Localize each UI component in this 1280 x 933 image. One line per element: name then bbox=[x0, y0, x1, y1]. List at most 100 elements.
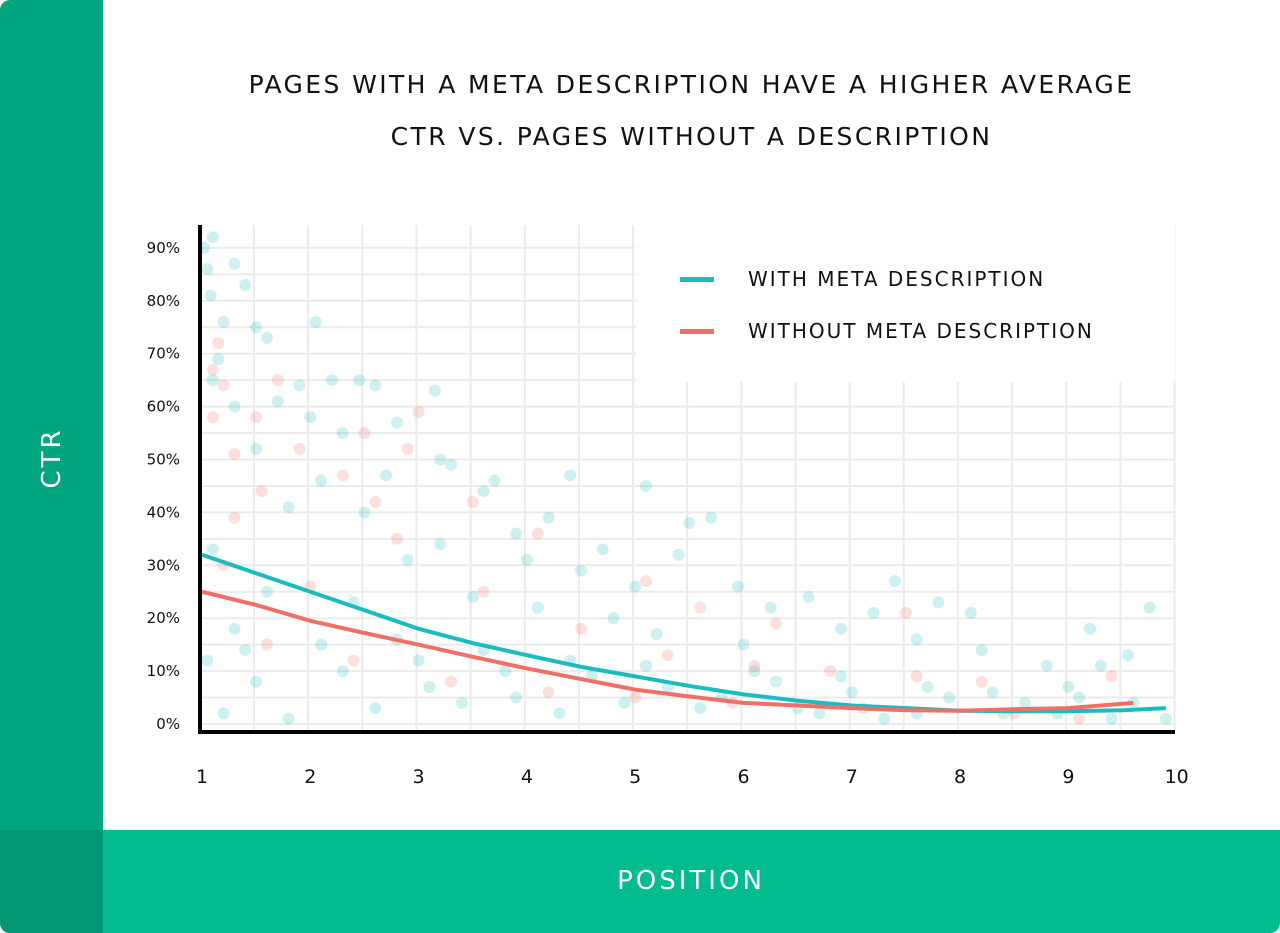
data-point bbox=[282, 712, 295, 725]
data-point bbox=[867, 606, 880, 619]
legend-item-without-meta: WITHOUT META DESCRIPTION bbox=[680, 319, 1094, 343]
data-point bbox=[932, 596, 945, 609]
data-point bbox=[228, 511, 241, 524]
data-point bbox=[910, 633, 923, 646]
data-point bbox=[672, 548, 685, 561]
data-point bbox=[250, 675, 263, 688]
data-point bbox=[694, 601, 707, 614]
data-point bbox=[640, 575, 653, 588]
data-point bbox=[206, 411, 219, 424]
data-point bbox=[445, 458, 458, 471]
data-point bbox=[488, 474, 501, 487]
y-tick-label: 10% bbox=[147, 662, 180, 680]
data-point bbox=[325, 374, 338, 387]
data-point bbox=[1040, 659, 1053, 672]
data-point bbox=[315, 474, 328, 487]
data-point bbox=[369, 702, 382, 715]
corner-block bbox=[0, 830, 103, 933]
y-tick-label: 70% bbox=[147, 345, 180, 363]
data-point bbox=[260, 585, 273, 598]
x-tick-label: 5 bbox=[629, 766, 641, 788]
data-point bbox=[239, 643, 252, 656]
data-point bbox=[228, 448, 241, 461]
data-point bbox=[596, 543, 609, 556]
data-point bbox=[250, 411, 263, 424]
data-point bbox=[520, 554, 533, 567]
data-point bbox=[1105, 712, 1118, 725]
data-point bbox=[206, 543, 219, 556]
data-point bbox=[845, 686, 858, 699]
data-point bbox=[255, 485, 268, 498]
data-point bbox=[390, 532, 403, 545]
data-point bbox=[943, 691, 956, 704]
data-point bbox=[347, 654, 360, 667]
data-point bbox=[477, 585, 490, 598]
data-point bbox=[737, 638, 750, 651]
data-point bbox=[201, 263, 214, 276]
data-point bbox=[986, 686, 999, 699]
data-point bbox=[206, 374, 219, 387]
y-tick-label: 40% bbox=[147, 503, 180, 521]
data-point bbox=[510, 527, 523, 540]
data-point bbox=[1159, 712, 1172, 725]
data-point bbox=[1062, 680, 1075, 693]
data-point bbox=[1121, 649, 1134, 662]
data-point bbox=[899, 606, 912, 619]
data-point bbox=[910, 670, 923, 683]
data-point bbox=[228, 622, 241, 635]
data-point bbox=[369, 495, 382, 508]
data-point bbox=[824, 665, 837, 678]
data-point bbox=[764, 601, 777, 614]
x-tick-label: 4 bbox=[521, 766, 533, 788]
y-tick-label: 20% bbox=[147, 609, 180, 627]
data-point bbox=[661, 649, 674, 662]
data-point bbox=[206, 363, 219, 376]
data-point bbox=[607, 612, 620, 625]
data-point bbox=[434, 453, 447, 466]
data-point bbox=[201, 654, 214, 667]
data-point bbox=[412, 405, 425, 418]
data-point bbox=[531, 527, 544, 540]
x-tick-label: 6 bbox=[737, 766, 749, 788]
data-point bbox=[204, 289, 217, 302]
data-point bbox=[304, 411, 317, 424]
data-point bbox=[531, 601, 544, 614]
data-point bbox=[369, 379, 382, 392]
data-point bbox=[336, 427, 349, 440]
x-tick-label: 7 bbox=[846, 766, 858, 788]
y-tick-label: 30% bbox=[147, 556, 180, 574]
data-point bbox=[445, 675, 458, 688]
data-point bbox=[412, 654, 425, 667]
data-point bbox=[358, 427, 371, 440]
data-point bbox=[1143, 601, 1156, 614]
data-point bbox=[228, 257, 241, 270]
legend: WITH META DESCRIPTION WITHOUT META DESCR… bbox=[636, 225, 1175, 382]
data-point bbox=[834, 670, 847, 683]
data-point bbox=[353, 374, 366, 387]
data-point bbox=[683, 516, 696, 529]
data-point bbox=[293, 379, 306, 392]
data-point bbox=[1019, 696, 1032, 709]
data-point bbox=[834, 622, 847, 635]
data-point bbox=[813, 707, 826, 720]
data-point bbox=[975, 643, 988, 656]
data-point bbox=[1105, 670, 1118, 683]
y-tick-label: 60% bbox=[147, 398, 180, 416]
data-point bbox=[575, 622, 588, 635]
legend-swatch-without-meta bbox=[680, 328, 714, 334]
data-point bbox=[629, 580, 642, 593]
data-point bbox=[650, 628, 663, 641]
data-point bbox=[499, 665, 512, 678]
data-point bbox=[358, 506, 371, 519]
data-point bbox=[748, 659, 761, 672]
data-point bbox=[239, 278, 252, 291]
legend-label: WITHOUT META DESCRIPTION bbox=[748, 319, 1094, 343]
data-point bbox=[748, 665, 761, 678]
data-point bbox=[212, 352, 225, 365]
x-axis-label-bar bbox=[103, 830, 1280, 933]
data-point bbox=[271, 374, 284, 387]
data-point bbox=[553, 707, 566, 720]
data-point bbox=[228, 400, 241, 413]
